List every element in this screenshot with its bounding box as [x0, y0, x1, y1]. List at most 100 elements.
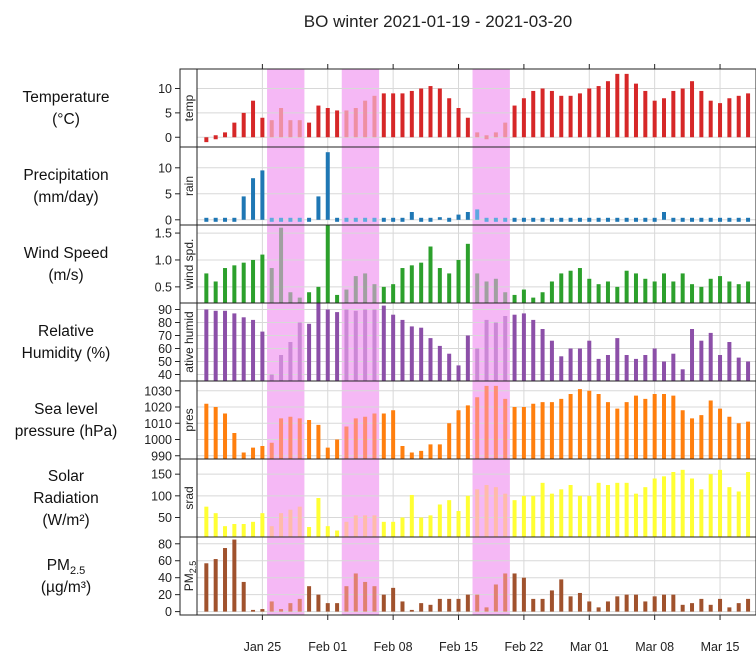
bar	[746, 93, 751, 138]
bar	[559, 398, 564, 459]
panel-label: PM2.5	[47, 557, 86, 577]
bar	[260, 254, 265, 303]
bar	[419, 88, 424, 138]
bar	[652, 478, 657, 537]
bar	[465, 243, 470, 303]
bar	[643, 90, 648, 138]
bar	[232, 265, 237, 303]
panel-label: (°C)	[52, 111, 80, 128]
x-tick-label: Mar 01	[570, 640, 609, 654]
panel-label: (m/s)	[48, 267, 83, 284]
bar	[391, 314, 396, 381]
x-tick-label: Feb 08	[374, 640, 413, 654]
bar	[671, 281, 676, 303]
bar	[465, 117, 470, 138]
bar	[643, 278, 648, 303]
bar	[484, 135, 489, 140]
bar	[671, 353, 676, 381]
bar	[204, 217, 209, 222]
bar	[372, 284, 377, 303]
bar	[521, 495, 526, 537]
bar	[540, 217, 545, 222]
bar	[213, 217, 218, 222]
bar	[662, 594, 666, 612]
bar	[559, 273, 564, 303]
bar	[288, 416, 293, 459]
panel-label: Temperature	[22, 89, 109, 106]
bar	[512, 217, 517, 222]
bar	[503, 493, 508, 537]
bar	[400, 601, 405, 612]
bar	[241, 262, 246, 303]
bar	[353, 573, 358, 612]
y-tick-label: 0.5	[155, 280, 172, 294]
y-tick-label: 1030	[144, 384, 172, 398]
bar	[269, 442, 274, 459]
bar	[633, 273, 638, 303]
bar	[213, 135, 218, 140]
panel-label: Relative	[38, 323, 94, 340]
panel-label: (W/m²)	[42, 512, 89, 529]
bar	[736, 217, 741, 222]
bar	[344, 586, 349, 612]
bar	[736, 423, 741, 459]
bar	[587, 601, 592, 612]
x-tick-label: Mar 08	[635, 640, 674, 654]
bar	[400, 446, 405, 459]
bar	[279, 609, 284, 612]
bar	[428, 604, 433, 612]
bar	[288, 292, 293, 303]
bar	[662, 361, 666, 381]
bar	[596, 217, 601, 222]
bar	[493, 322, 498, 381]
bar	[251, 447, 256, 459]
x-tick-label: Feb 22	[504, 640, 543, 654]
bar	[204, 403, 209, 459]
bar	[316, 196, 321, 220]
bar	[633, 358, 638, 381]
bar	[540, 329, 545, 381]
bar	[727, 342, 732, 381]
panel-label: Wind Speed	[24, 245, 108, 262]
y-tick-label: 10	[158, 161, 172, 175]
bar	[288, 342, 293, 381]
bar	[475, 132, 480, 138]
bar	[699, 217, 704, 222]
bar	[400, 319, 405, 381]
bar	[484, 607, 489, 612]
bar	[708, 217, 713, 222]
bar	[493, 278, 498, 303]
bar	[279, 108, 284, 138]
bar	[624, 355, 629, 381]
bar	[437, 217, 442, 220]
bar	[633, 217, 638, 222]
bar	[746, 361, 751, 381]
axis-labels: Jan 25 Feb 01 Feb 08 Feb 15 Feb 22 Mar 01 Mar …	[15, 82, 740, 654]
panel-strip-label: rain	[182, 176, 196, 196]
bar	[549, 217, 554, 222]
bar	[662, 98, 666, 138]
bar	[568, 270, 573, 303]
bar	[223, 413, 228, 459]
bar	[232, 524, 237, 537]
bar	[577, 348, 582, 381]
bar	[269, 120, 274, 138]
bar	[325, 309, 330, 381]
bar	[568, 95, 573, 138]
bar	[363, 515, 368, 537]
bar	[344, 426, 349, 459]
bar	[419, 517, 424, 537]
bar	[204, 273, 209, 303]
bar	[484, 385, 489, 459]
bar	[223, 268, 228, 303]
bar	[279, 513, 284, 537]
bar	[297, 418, 302, 459]
bar	[353, 515, 358, 537]
panel-label: Radiation	[33, 490, 99, 507]
bar	[391, 587, 396, 612]
bar	[316, 303, 321, 381]
bar	[344, 110, 349, 138]
bar	[559, 95, 564, 138]
bar	[503, 292, 508, 303]
y-tick-label: 80	[158, 537, 172, 551]
